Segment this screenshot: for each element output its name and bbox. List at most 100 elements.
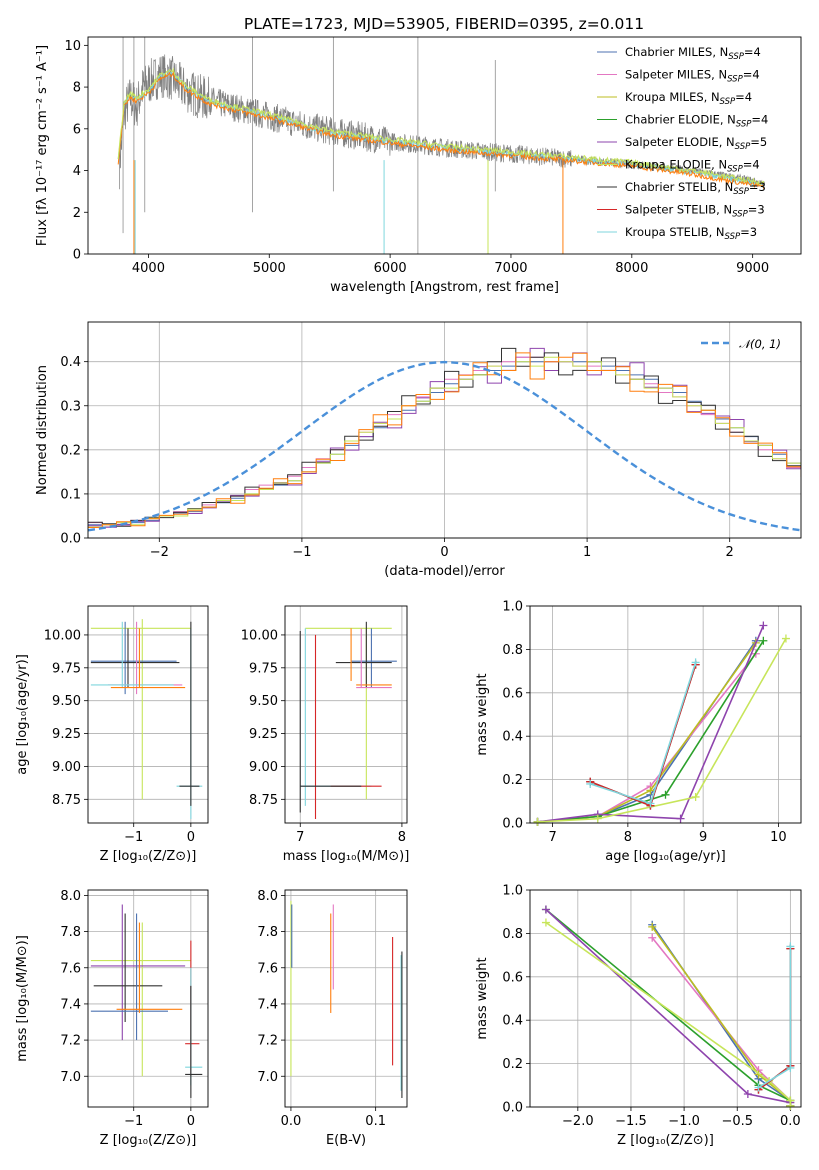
axes-frame bbox=[87, 321, 802, 539]
y-tick-label: 8.0 bbox=[257, 889, 278, 904]
axes-frame bbox=[87, 605, 209, 824]
y-tick-label: 9.25 bbox=[249, 727, 278, 742]
x-tick-label: 2 bbox=[726, 545, 734, 560]
weight-marker bbox=[648, 922, 657, 931]
x-tick-label: 7 bbox=[548, 830, 556, 845]
y-tick-label: 0.4 bbox=[502, 1014, 523, 1029]
legend-entry: 𝒩(0, 1) bbox=[739, 337, 781, 351]
legend-entry: Kroupa MILES, NSSP=4 bbox=[625, 90, 752, 107]
weight-marker bbox=[646, 799, 655, 808]
weight-vs-age-panel: 7 8 9 10 0.0 0.2 0.4 0.6 0.8 1.0 age [log₁₀(age/yr… bbox=[475, 600, 802, 864]
y-tick-label: 8 bbox=[73, 81, 81, 96]
x-tick-label: 0.0 bbox=[780, 1114, 801, 1129]
y-tick-label: 1.0 bbox=[502, 600, 523, 615]
x-axis-label: Z [log₁₀(Z/Z⊙)] bbox=[617, 1133, 714, 1148]
y-axis-label: age [log₁₀(age/yr)] bbox=[15, 654, 30, 775]
weight-marker bbox=[648, 933, 657, 942]
gaussian-curve bbox=[88, 360, 801, 532]
legend-entry: Chabrier STELIB, NSSP=3 bbox=[625, 180, 766, 197]
y-tick-label: 0.1 bbox=[60, 487, 81, 502]
y-tick-label: 7.0 bbox=[60, 1070, 81, 1085]
y-tick-label: 7.6 bbox=[257, 961, 278, 976]
y-tick-label: 9.25 bbox=[52, 727, 81, 742]
mass-vs-z-panel: −1 0 7.0 7.2 7.4 7.6 7.8 8.0 Z [log₁₀(Z/Z⊙)] mass… bbox=[15, 889, 209, 1148]
legend-entry: Salpeter MILES, NSSP=4 bbox=[625, 68, 760, 85]
y-tick-label: 8.0 bbox=[60, 889, 81, 904]
y-tick-label: 1.0 bbox=[502, 884, 523, 899]
y-axis-label: Flux [fλ 10⁻¹⁷ erg cm⁻² s⁻¹ A⁻¹] bbox=[35, 45, 50, 246]
x-tick-label: −2.0 bbox=[562, 1114, 594, 1129]
y-tick-label: 7.8 bbox=[257, 925, 278, 940]
weight-marker bbox=[691, 658, 700, 667]
y-tick-label: 9.00 bbox=[249, 760, 278, 775]
weight-marker bbox=[691, 792, 700, 801]
x-tick-label: 9000 bbox=[736, 261, 769, 276]
x-tick-label: 0 bbox=[187, 1114, 195, 1129]
weight-marker bbox=[676, 814, 685, 823]
y-axis-label: mass weight bbox=[475, 673, 490, 755]
weight-marker bbox=[586, 779, 595, 788]
weight-marker bbox=[743, 1089, 752, 1098]
weight-marker bbox=[541, 918, 550, 927]
y-tick-label: 7.2 bbox=[257, 1034, 278, 1049]
x-axis-label: (data-model)/error bbox=[384, 564, 505, 579]
mass-vs-ebv-data bbox=[290, 900, 403, 1098]
x-tick-label: −1 bbox=[124, 830, 143, 845]
y-tick-label: 8.75 bbox=[249, 793, 278, 808]
residuals-data bbox=[88, 347, 801, 532]
weight-marker bbox=[786, 942, 795, 951]
axes-frame bbox=[284, 605, 408, 824]
spectrum-panel: 4000 5000 6000 7000 8000 9000 0 2 4 6 8 10 wavelengt… bbox=[35, 36, 802, 295]
legend-entry: Kroupa STELIB, NSSP=3 bbox=[625, 225, 757, 242]
x-tick-label: 8000 bbox=[615, 261, 648, 276]
weight-series-line bbox=[537, 638, 787, 823]
x-tick-label: −2 bbox=[150, 545, 169, 560]
x-tick-label: −1 bbox=[292, 545, 311, 560]
residuals-panel: −2 −1 0 1 2 0.0 0.1 0.2 0.3 0.4 (data-model)/error… bbox=[35, 321, 802, 579]
x-tick-label: −1.5 bbox=[615, 1114, 647, 1129]
y-tick-label: 8.75 bbox=[52, 793, 81, 808]
y-tick-label: 9.50 bbox=[249, 694, 278, 709]
x-tick-label: 8 bbox=[624, 830, 632, 845]
weight-series-line bbox=[537, 625, 765, 823]
x-tick-label: 7 bbox=[296, 830, 304, 845]
x-axis-label: wavelength [Angstrom, rest frame] bbox=[330, 280, 559, 295]
y-tick-label: 9.75 bbox=[249, 661, 278, 676]
y-tick-label: 10.00 bbox=[44, 628, 81, 643]
x-axis-label: E(B-V) bbox=[326, 1133, 366, 1148]
y-tick-label: 7.4 bbox=[60, 997, 81, 1012]
axes-frame bbox=[284, 889, 408, 1108]
x-axis-label: mass [log₁₀(M/M⊙)] bbox=[283, 849, 410, 864]
x-tick-label: 0.0 bbox=[281, 1114, 302, 1129]
y-tick-label: 0.0 bbox=[502, 817, 523, 832]
weight-marker bbox=[759, 636, 768, 645]
weight-vs-z-data bbox=[541, 905, 795, 1110]
weight-vs-age-data bbox=[533, 621, 790, 826]
weight-marker bbox=[754, 1083, 763, 1092]
x-tick-label: −0.5 bbox=[721, 1114, 753, 1129]
x-axis-label: Z [log₁₀(Z/Z⊙)] bbox=[100, 849, 197, 864]
x-tick-label: 6000 bbox=[374, 261, 407, 276]
weight-marker bbox=[661, 790, 670, 799]
x-tick-label: 7000 bbox=[494, 261, 527, 276]
y-tick-label: 0.2 bbox=[502, 773, 523, 788]
model-fit-line bbox=[117, 67, 765, 186]
y-tick-label: 0.6 bbox=[502, 686, 523, 701]
y-axis-label: Normed distribution bbox=[35, 365, 50, 495]
y-tick-label: 0.2 bbox=[502, 1057, 523, 1072]
y-tick-label: 0.0 bbox=[502, 1101, 523, 1116]
weight-marker bbox=[533, 817, 542, 826]
weight-marker bbox=[593, 814, 602, 823]
age-vs-mass-panel: 7 8 8.75 9.00 9.25 9.50 9.75 10.00 mass [log₁₀(M… bbox=[241, 605, 410, 864]
y-tick-label: 0.4 bbox=[502, 730, 523, 745]
x-tick-label: 9 bbox=[699, 830, 707, 845]
x-tick-label: −1.0 bbox=[668, 1114, 700, 1129]
y-tick-label: 9.75 bbox=[52, 661, 81, 676]
weight-marker bbox=[786, 1101, 795, 1110]
legend-entry: Chabrier ELODIE, NSSP=4 bbox=[625, 113, 768, 130]
y-tick-label: 7.8 bbox=[60, 925, 81, 940]
y-tick-label: 7.0 bbox=[257, 1070, 278, 1085]
age-vs-z-data bbox=[90, 619, 203, 820]
x-tick-label: 10 bbox=[770, 830, 787, 845]
